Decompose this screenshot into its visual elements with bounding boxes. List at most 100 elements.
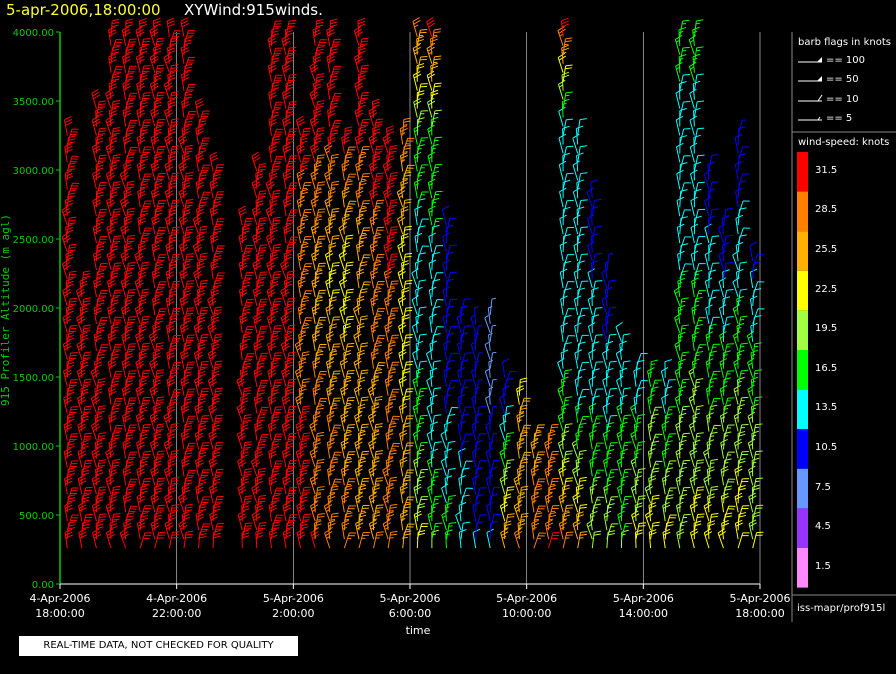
barb-flag-10: [255, 505, 263, 509]
barb-flag-10: [270, 251, 278, 255]
barb-flag-10: [66, 278, 74, 282]
barb-flag-10: [137, 112, 146, 117]
barb-flag-10: [200, 228, 208, 231]
barb-flag-10: [140, 430, 148, 434]
barb-flag-10: [255, 173, 264, 177]
barb-flag-10: [64, 291, 72, 297]
barb-flag-10: [167, 382, 176, 386]
barb-flag-10: [179, 214, 187, 220]
barb-flag-10: [64, 318, 72, 324]
barb-flag-10: [186, 253, 194, 255]
wind-barb: [300, 290, 313, 307]
barb-flag-10: [302, 435, 310, 438]
barb-flag-10: [196, 184, 205, 189]
wind-barb: [125, 343, 137, 360]
barb-flag-10: [210, 184, 219, 189]
wind-barb: [66, 406, 78, 423]
barb-flag-10: [94, 229, 102, 234]
barb-flag-10: [150, 79, 158, 85]
wind-barb: [329, 316, 341, 333]
barb-flag-10: [123, 164, 132, 168]
barb-flag-10: [243, 446, 251, 449]
wind-barb: [314, 181, 326, 199]
barb-flag-10: [327, 161, 336, 165]
barb-flag-10: [331, 183, 339, 186]
barb-flag-10: [185, 147, 193, 150]
barb-flag-10: [253, 316, 262, 321]
barb-flag-10: [181, 74, 190, 79]
barb-flag-10: [287, 330, 295, 333]
barb-flag-10: [310, 501, 318, 507]
barb-flag-10: [346, 264, 354, 267]
barb-flag-10: [273, 330, 281, 333]
barb-flag-10: [185, 177, 193, 180]
barb-flag-10: [303, 462, 311, 464]
wind-barb: [285, 297, 296, 315]
barb-flag-10: [272, 497, 280, 500]
barb-flag-10: [123, 31, 131, 37]
barb-flag-10: [341, 495, 350, 500]
barb-flag-10: [152, 295, 160, 300]
wind-barb: [168, 361, 181, 378]
wind-barb: [212, 468, 224, 486]
barb-flag-10: [120, 277, 129, 283]
barb-flag-5: [330, 519, 336, 521]
barb-flag-10: [285, 358, 293, 363]
barb-flag-10: [68, 527, 76, 530]
barb-flag-10: [112, 159, 120, 162]
wind-barb: [110, 397, 123, 414]
wind-barb: [110, 39, 123, 55]
wind-barb: [198, 164, 211, 181]
barb-flag-10: [126, 461, 134, 464]
barb-flag-10: [154, 185, 163, 189]
barb-flag-10: [127, 183, 135, 186]
barb-flag-10: [283, 40, 291, 46]
barb-flag-10: [313, 469, 322, 473]
wind-barb: [343, 200, 357, 217]
wind-barb: [240, 421, 249, 441]
barb-flag-10: [157, 37, 165, 40]
barb-flag-10: [94, 358, 102, 363]
barb-flag-10: [297, 426, 305, 432]
barb-flag-10: [327, 58, 336, 64]
barb-flag-10: [330, 51, 338, 55]
barb-flag-10: [213, 176, 221, 180]
barb-flag-10: [122, 255, 130, 261]
barb-flag-10: [255, 170, 263, 174]
wind-barb: [314, 154, 325, 172]
barb-flag-10: [201, 360, 209, 363]
barb-flag-10: [168, 179, 176, 183]
wind-barb: [343, 315, 355, 333]
wind-barb: [166, 17, 176, 37]
barb-flag-10: [316, 434, 324, 437]
barb-flag-10: [181, 22, 190, 28]
barb-flag-10: [112, 491, 120, 494]
barb-flag-10: [303, 432, 311, 435]
barb-flag-10: [327, 441, 335, 446]
barb-flag-10: [196, 408, 204, 414]
barb-flag-10: [269, 528, 277, 533]
barb-flag-10: [137, 471, 146, 476]
barb-flag-10: [81, 466, 90, 470]
barb-flag-10: [108, 255, 116, 261]
wind-barb: [65, 224, 74, 244]
wind-barb: [212, 245, 225, 262]
barb-flag-10: [298, 307, 306, 312]
barb-flag-10: [170, 401, 178, 404]
barb-flag-10: [193, 322, 202, 327]
barb-flag-10: [170, 455, 178, 458]
barb-flag-10: [137, 468, 145, 473]
barb-flag-10: [166, 524, 174, 530]
barb-flag-10: [152, 274, 161, 279]
barb-flag-10: [242, 230, 250, 234]
barb-flag-10: [154, 131, 162, 135]
wind-barb: [183, 395, 192, 414]
barb-flag-10: [327, 466, 335, 470]
barb-flag-10: [200, 225, 208, 228]
barb-flag-10: [140, 463, 148, 467]
wind-barb: [183, 83, 196, 100]
barb-flag-10: [198, 395, 206, 399]
barb-flag-10: [288, 408, 296, 411]
barb-flag-10: [65, 148, 73, 153]
barb-flag-10: [108, 309, 116, 315]
